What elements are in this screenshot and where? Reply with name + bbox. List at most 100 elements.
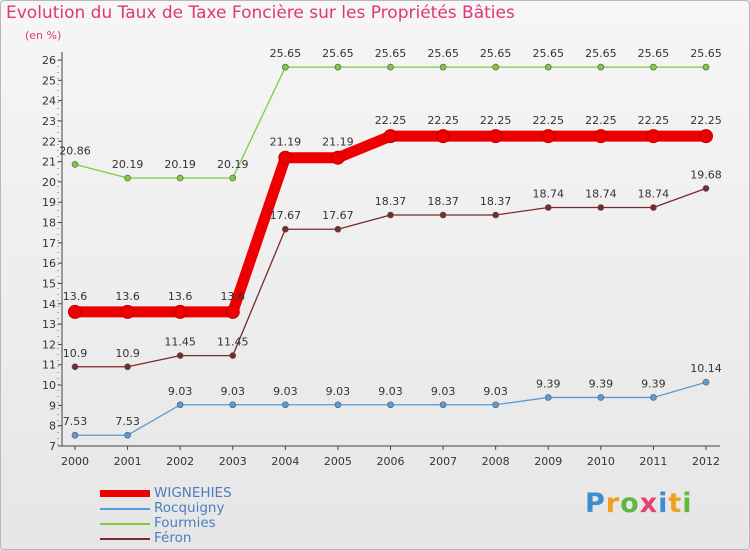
y-tick-label: 19	[42, 196, 56, 209]
data-label-wignehies: 13.6	[221, 290, 246, 303]
data-point-fron	[334, 225, 342, 233]
x-tick-label: 2005	[324, 455, 352, 468]
data-point-wignehies	[330, 150, 345, 165]
legend-label-wignehies: WIGNEHIES	[154, 485, 232, 501]
y-tick-label: 25	[42, 74, 56, 87]
data-point-fron	[544, 204, 552, 211]
data-label-fron: 18.74	[533, 187, 565, 200]
y-tick-label: 12	[42, 338, 56, 351]
data-label-fourmies: 20.19	[164, 158, 196, 171]
data-point-wignehies	[383, 129, 398, 144]
data-point-fron	[597, 204, 605, 211]
y-tick-label: 26	[42, 54, 56, 67]
data-point-fourmies	[702, 63, 710, 71]
legend-label-fourmies: Fourmies	[154, 515, 216, 531]
data-point-fourmies	[124, 174, 131, 182]
data-label-wignehies: 22.25	[690, 114, 722, 127]
x-tick-label: 2008	[482, 455, 510, 468]
data-label-wignehies: 13.6	[168, 290, 193, 303]
data-label-fron: 11.45	[164, 336, 196, 349]
data-point-wignehies	[593, 129, 608, 144]
y-tick-label: 21	[42, 156, 56, 169]
data-point-rocquigny	[282, 401, 289, 409]
logo-letter: P	[585, 488, 606, 519]
data-point-rocquigny	[492, 401, 499, 409]
data-point-rocquigny	[71, 431, 79, 439]
y-tick-label: 7	[49, 440, 56, 453]
data-label-fourmies: 25.65	[638, 47, 670, 60]
data-label-fron: 18.74	[585, 187, 617, 200]
logo-letter: i	[682, 488, 693, 519]
data-label-fron: 10.9	[115, 347, 140, 360]
data-label-fourmies: 25.65	[375, 47, 407, 60]
data-point-wignehies	[278, 150, 293, 165]
data-label-rocquigny: 9.03	[326, 385, 351, 398]
y-tick-label: 11	[42, 359, 56, 372]
y-tick-label: 14	[42, 298, 56, 311]
logo-letter: r	[605, 488, 621, 519]
data-label-fourmies: 25.65	[690, 47, 722, 60]
x-tick-label: 2009	[534, 455, 562, 468]
data-point-wignehies	[225, 304, 240, 319]
data-point-wignehies	[68, 304, 82, 319]
data-point-fron	[124, 363, 131, 371]
data-label-rocquigny: 9.03	[168, 385, 193, 398]
data-label-wignehies: 21.19	[270, 136, 302, 149]
data-label-fourmies: 20.19	[217, 158, 249, 171]
logo-letter: x	[639, 488, 659, 519]
data-label-wignehies: 13.6	[63, 290, 88, 303]
data-point-fourmies	[597, 63, 605, 71]
data-point-rocquigny	[702, 378, 710, 386]
data-point-fourmies	[282, 63, 289, 71]
legend-swatch-rocquigny	[100, 508, 150, 510]
data-label-fourmies: 25.65	[533, 47, 565, 60]
data-point-fourmies	[492, 63, 499, 71]
data-label-fron: 11.45	[217, 336, 249, 349]
data-point-fron	[71, 363, 79, 371]
legend-swatch-wignehies	[100, 490, 150, 497]
data-label-fron: 10.9	[63, 347, 88, 360]
data-labels: 20.86 20.19 20.19 20.19 25.65 25.65 25.65 25.65…	[59, 47, 722, 428]
data-point-rocquigny	[544, 394, 552, 401]
legend-label-rocquigny: Rocquigny	[154, 500, 225, 516]
data-label-fron: 17.67	[270, 209, 302, 222]
proxiti-logo: Proxiti	[585, 488, 693, 519]
x-tick-label: 2004	[271, 455, 299, 468]
data-label-wignehies: 22.25	[375, 114, 407, 127]
data-point-rocquigny	[176, 401, 184, 409]
data-label-rocquigny: 9.03	[273, 385, 298, 398]
data-label-fourmies: 25.65	[480, 47, 512, 60]
data-label-fron: 18.37	[480, 195, 512, 208]
x-tick-label: 2001	[114, 455, 142, 468]
data-label-rocquigny: 9.39	[536, 377, 561, 390]
data-point-wignehies	[541, 129, 556, 144]
data-point-wignehies	[646, 129, 661, 144]
data-label-fourmies: 25.65	[585, 47, 617, 60]
data-point-fron	[387, 211, 394, 219]
y-tick-label: 23	[42, 115, 56, 128]
data-label-wignehies: 22.25	[585, 114, 617, 127]
data-point-rocquigny	[650, 394, 657, 401]
y-tick-label: 13	[42, 318, 56, 331]
x-tick-label: 2000	[61, 455, 89, 468]
data-label-fourmies: 25.65	[322, 47, 354, 60]
data-point-fron	[282, 225, 289, 233]
data-label-fourmies: 25.65	[427, 47, 459, 60]
data-point-fourmies	[650, 63, 657, 71]
data-label-wignehies: 22.25	[638, 114, 670, 127]
x-tick-label: 2011	[639, 455, 667, 468]
chart-title: Evolution du Taux de Taxe Foncière sur l…	[6, 3, 515, 23]
y-tick-label: 8	[49, 420, 56, 433]
legend-swatch-fourmies	[100, 523, 150, 525]
data-label-fron: 18.37	[375, 195, 407, 208]
data-label-rocquigny: 9.39	[589, 377, 614, 390]
x-tick-label: 2010	[587, 455, 615, 468]
data-label-rocquigny: 7.53	[115, 415, 140, 428]
y-tick-label: 20	[42, 176, 56, 189]
data-label-rocquigny: 10.14	[690, 362, 722, 375]
y-tick-label: 22	[42, 135, 56, 148]
y-tick-label: 15	[42, 277, 56, 290]
data-point-rocquigny	[124, 431, 131, 439]
data-point-rocquigny	[597, 394, 605, 401]
